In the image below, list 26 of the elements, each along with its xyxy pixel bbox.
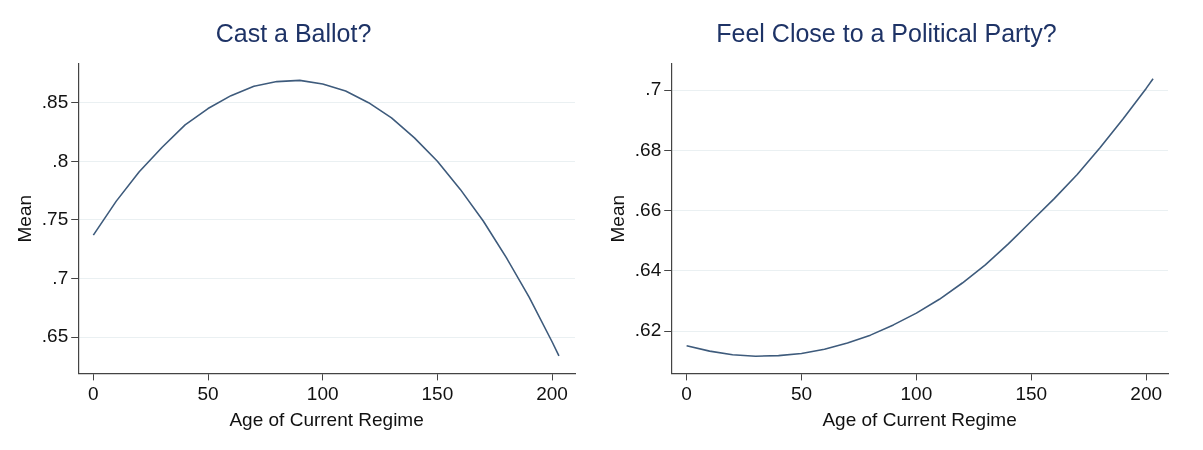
x-axis-title: Age of Current Regime: [229, 408, 424, 430]
x-tick-label: 150: [1015, 383, 1048, 405]
y-tick-label: .7: [645, 78, 662, 100]
chart-title: Cast a Ballot?: [215, 18, 372, 47]
x-tick-label: 0: [88, 383, 99, 405]
x-axis-title: Age of Current Regime: [822, 408, 1017, 430]
chart-title: Feel Close to a Political Party?: [716, 18, 1057, 47]
x-tick-label: 200: [536, 383, 568, 405]
y-tick-label: .85: [41, 90, 69, 112]
y-tick-label: .65: [41, 325, 69, 347]
y-tick-label: .64: [634, 259, 662, 281]
x-tick-label: 50: [197, 383, 219, 405]
x-tick-label: 150: [421, 383, 454, 405]
x-tick-label: 0: [681, 383, 692, 405]
y-axis-title: Mean: [606, 194, 628, 243]
y-tick-label: .8: [52, 149, 69, 171]
y-tick-label: .62: [634, 319, 662, 341]
y-axis-title: Mean: [13, 194, 35, 243]
y-tick-label: .66: [634, 198, 662, 220]
y-tick-label: .68: [634, 138, 662, 160]
x-tick-label: 100: [900, 383, 933, 405]
y-tick-label: .7: [52, 266, 69, 288]
x-tick-label: 200: [1130, 383, 1163, 405]
x-tick-label: 100: [306, 383, 339, 405]
x-tick-label: 50: [790, 383, 813, 405]
y-tick-label: .75: [41, 208, 69, 230]
